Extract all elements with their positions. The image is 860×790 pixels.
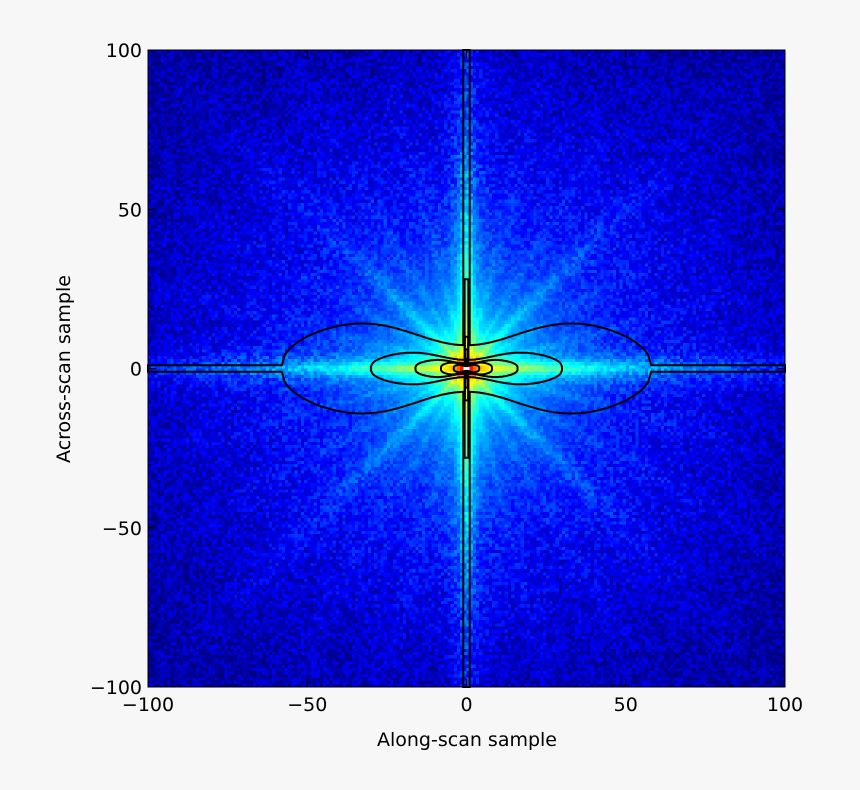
contour-line bbox=[414, 335, 519, 402]
y-tick-label: −100 bbox=[90, 677, 142, 699]
y-tick-label: 0 bbox=[130, 359, 142, 381]
contour-line bbox=[452, 357, 481, 380]
x-axis-label: Along-scan sample bbox=[377, 729, 557, 751]
x-tick-label: 0 bbox=[460, 694, 472, 716]
x-tick-label: 100 bbox=[767, 694, 803, 716]
contour-line bbox=[440, 348, 493, 389]
contour-line bbox=[369, 278, 563, 459]
x-axis-ticks: −100 −50 0 50 100 bbox=[122, 50, 803, 716]
x-tick-label: −50 bbox=[287, 694, 327, 716]
y-tick-label: 50 bbox=[118, 199, 142, 221]
x-tick-label: −100 bbox=[122, 694, 174, 716]
heatmap-image bbox=[148, 50, 785, 687]
y-tick-label: −50 bbox=[102, 518, 142, 540]
x-tick-label: 50 bbox=[614, 694, 638, 716]
y-axis-label: Across-scan sample bbox=[53, 275, 75, 463]
y-axis-ticks: −100 −50 0 50 100 bbox=[90, 40, 785, 699]
y-tick-label: 100 bbox=[106, 40, 142, 62]
plot-area bbox=[147, 49, 786, 688]
